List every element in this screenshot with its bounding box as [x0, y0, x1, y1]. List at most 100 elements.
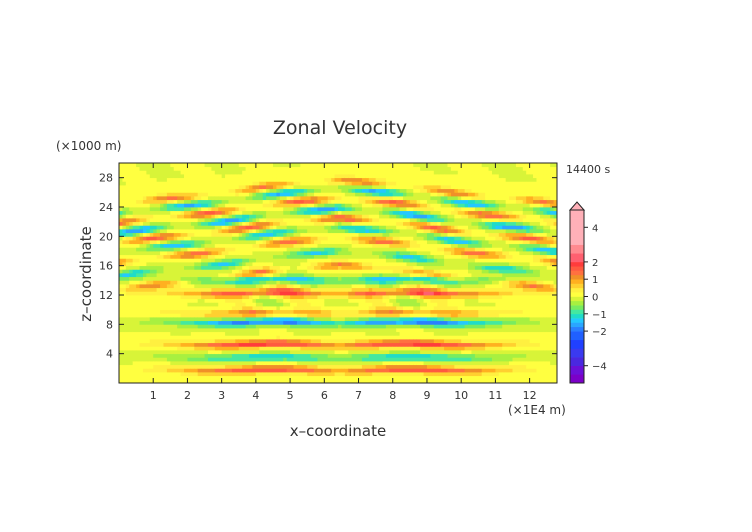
field-cell	[327, 368, 332, 373]
field-cell	[385, 174, 390, 179]
field-cell	[399, 262, 404, 267]
field-cell	[129, 210, 134, 215]
field-cell	[252, 210, 257, 215]
field-cell	[228, 207, 233, 212]
field-cell	[218, 350, 223, 355]
field-cell	[242, 342, 247, 347]
field-cell	[231, 295, 236, 300]
field-cell	[338, 324, 342, 329]
field-cell	[228, 324, 233, 329]
field-cell	[293, 350, 298, 355]
field-cell	[368, 313, 373, 318]
field-cell	[194, 229, 199, 234]
field-cell	[249, 188, 253, 193]
field-cell	[358, 163, 363, 168]
field-cell	[392, 181, 397, 186]
field-cell	[341, 339, 346, 344]
field-cell	[334, 364, 339, 369]
field-cell	[187, 181, 192, 186]
field-cell	[389, 375, 394, 380]
field-cell	[153, 368, 158, 373]
field-cell	[160, 368, 164, 373]
field-cell	[334, 284, 339, 289]
field-cell	[317, 350, 322, 355]
field-cell	[307, 192, 312, 197]
field-cell	[177, 177, 181, 182]
field-cell	[266, 309, 270, 314]
field-cell	[296, 335, 301, 340]
field-cell	[149, 229, 154, 234]
field-cell	[163, 295, 168, 300]
field-cell	[300, 328, 305, 333]
field-cell	[139, 199, 144, 204]
field-cell	[177, 163, 181, 168]
field-cell	[403, 339, 407, 344]
field-cell	[344, 357, 349, 362]
field-cell	[262, 236, 267, 241]
field-cell	[170, 163, 175, 168]
field-cell	[379, 357, 383, 362]
field-cell	[290, 207, 294, 212]
field-cell	[177, 350, 181, 355]
field-cell	[385, 214, 390, 219]
field-cell	[177, 364, 181, 369]
field-cell	[379, 247, 383, 252]
field-cell	[211, 199, 216, 204]
field-cell	[190, 254, 195, 259]
field-cell	[218, 236, 223, 241]
field-cell	[365, 280, 370, 285]
field-cell	[385, 210, 390, 215]
field-cell	[173, 243, 178, 248]
field-cell	[187, 342, 192, 347]
field-cell	[170, 346, 175, 351]
field-cell	[142, 364, 147, 369]
field-cell	[379, 379, 383, 383]
field-cell	[262, 163, 267, 168]
field-cell	[166, 225, 171, 230]
field-cell	[142, 214, 147, 219]
field-cell	[286, 361, 291, 366]
field-cell	[276, 185, 281, 190]
field-cell	[129, 280, 134, 285]
field-cell	[385, 203, 390, 208]
field-cell	[146, 335, 151, 340]
field-cell	[300, 306, 305, 311]
field-cell	[310, 196, 315, 201]
field-cell	[320, 287, 325, 292]
field-cell	[156, 335, 161, 340]
field-cell	[331, 357, 335, 362]
field-cell	[344, 251, 349, 256]
field-cell	[327, 240, 332, 245]
field-cell	[197, 262, 202, 267]
field-cell	[314, 361, 318, 366]
field-cell	[177, 185, 181, 190]
field-cell	[218, 225, 223, 230]
field-cell	[160, 320, 164, 325]
field-cell	[235, 229, 240, 234]
field-cell	[365, 177, 370, 182]
field-cell	[303, 368, 308, 373]
field-cell	[194, 364, 199, 369]
field-cell	[142, 251, 147, 256]
field-cell	[276, 302, 281, 307]
field-cell	[375, 203, 380, 208]
field-cell	[184, 346, 188, 351]
field-cell	[170, 331, 175, 336]
field-cell	[266, 192, 270, 197]
field-cell	[290, 317, 294, 322]
field-cell	[252, 328, 257, 333]
field-cell	[119, 262, 123, 267]
field-cell	[259, 364, 264, 369]
field-cell	[293, 298, 298, 303]
field-cell	[245, 177, 250, 182]
field-cell	[129, 163, 134, 168]
field-cell	[272, 258, 277, 263]
field-cell	[331, 225, 335, 230]
field-cell	[307, 185, 312, 190]
field-cell	[365, 309, 370, 314]
field-cell	[228, 317, 233, 322]
field-cell	[214, 298, 219, 303]
field-cell	[211, 339, 216, 344]
field-cell	[197, 350, 202, 355]
field-cell	[214, 287, 219, 292]
